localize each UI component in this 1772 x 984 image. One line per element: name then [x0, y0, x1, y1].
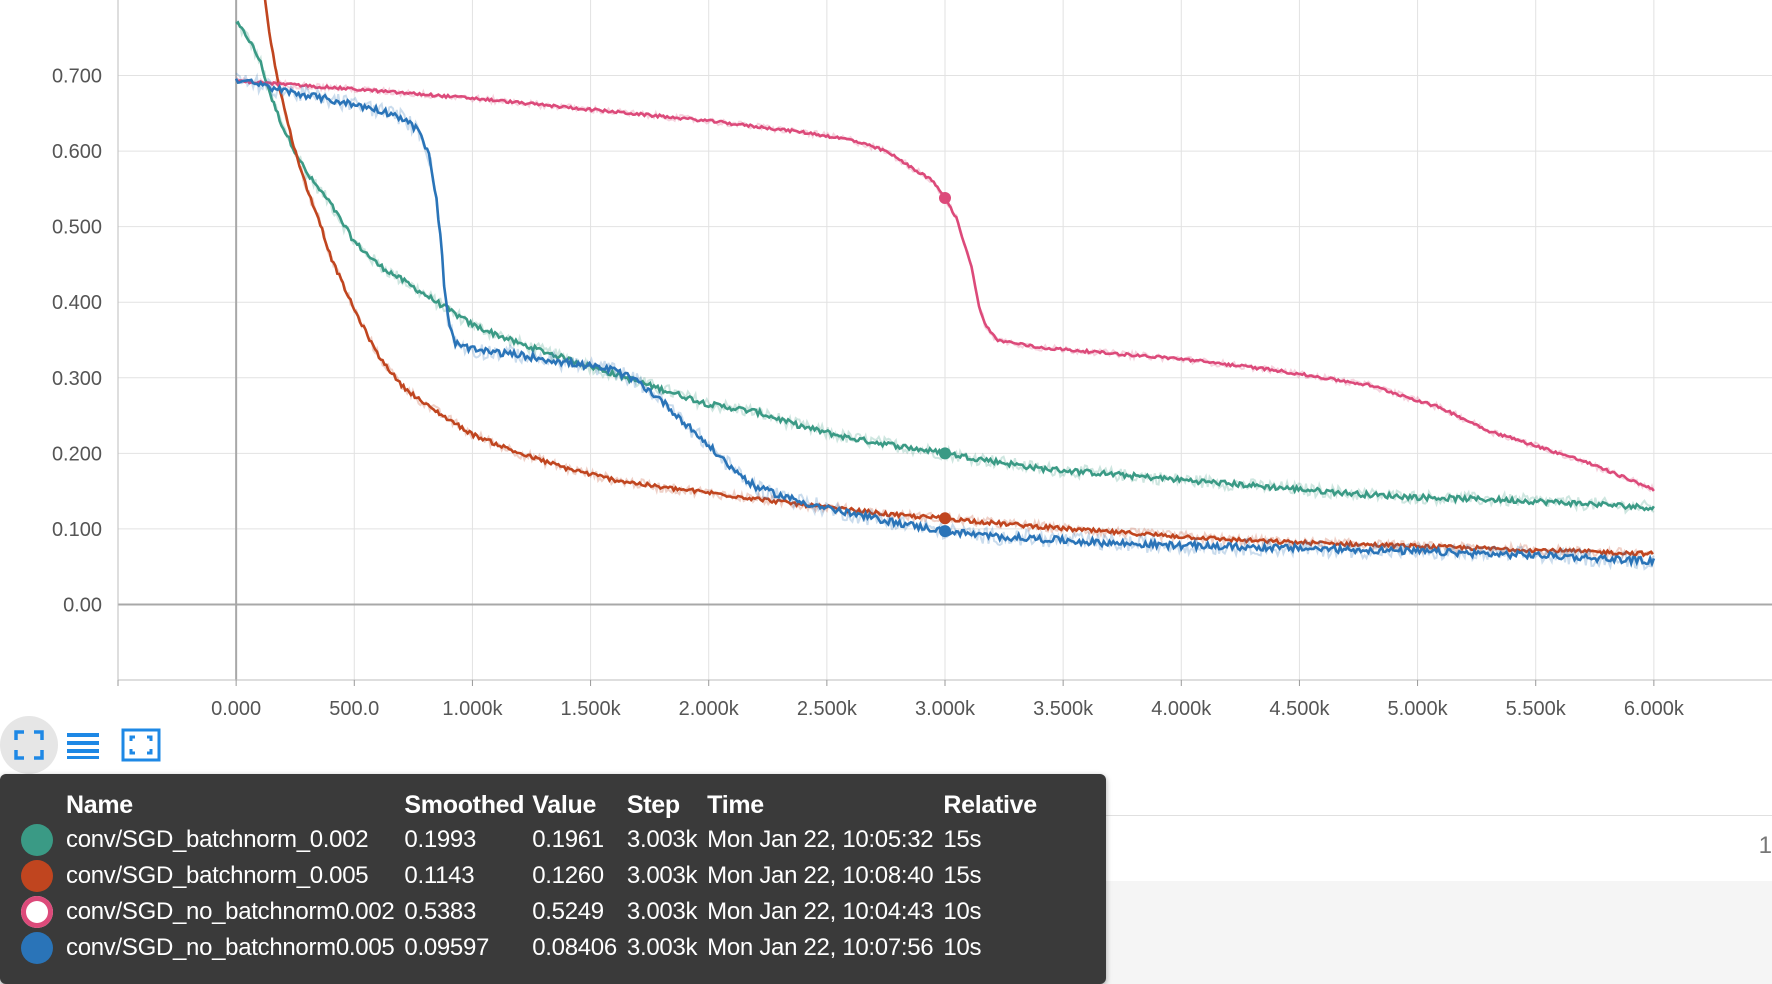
- hover-tooltip: Name Smoothed Value Step Time Relative c…: [0, 774, 1106, 984]
- y-tick-label: 0.400: [52, 292, 102, 314]
- x-tick-label: 5.000k: [1388, 698, 1449, 720]
- header-relative: Relative: [943, 790, 1037, 819]
- chart-area[interactable]: 0.000 500.0 1.000k 1.500k 2.000k 2.500k 3.000k…: [0, 0, 1772, 720]
- hover-point: [939, 512, 951, 525]
- row-time: Mon Jan 22, 10:08:40: [707, 862, 934, 889]
- tooltip-row: conv/SGD_batchnorm_0.002 0.1993 0.1961 3…: [0, 822, 1045, 858]
- x-tick-label: 1.000k: [442, 698, 503, 720]
- y-tick-label: 0.500: [52, 217, 102, 239]
- header-step: Step: [626, 790, 680, 819]
- hover-point: [939, 191, 951, 204]
- row-name: conv/SGD_batchnorm_0.005: [66, 862, 369, 889]
- x-tick-label: 5.500k: [1506, 698, 1567, 720]
- row-smoothed: 0.1993: [404, 826, 477, 853]
- series-raw-line: [235, 72, 1655, 571]
- x-tick-label: 6.000k: [1624, 698, 1685, 720]
- row-value: 0.1260: [532, 862, 604, 889]
- header-value: Value: [532, 790, 597, 819]
- fullscreen-icon: [14, 730, 44, 760]
- chart-toolbar: [0, 716, 200, 782]
- series-swatch-dot: [21, 896, 53, 928]
- series-swatch-cell: [0, 858, 66, 894]
- series-smoothed-line: [263, 0, 1654, 558]
- header-name: Name: [66, 790, 133, 819]
- row-step: 3.003k: [626, 898, 698, 925]
- series-swatch-cell: [0, 930, 66, 966]
- x-tick-label: 2.500k: [797, 698, 858, 720]
- row-step: 3.003k: [626, 862, 698, 889]
- row-relative: 15s: [943, 826, 982, 853]
- hover-point: [939, 525, 951, 538]
- row-value: 0.1961: [532, 826, 604, 853]
- next-card-count: 1: [1758, 832, 1772, 859]
- x-tick-label: 1.500k: [561, 698, 622, 720]
- hover-point: [939, 447, 951, 460]
- tooltip-header-row: Name Smoothed Value Step Time Relative: [0, 788, 1045, 822]
- y-tick-label: 0.700: [52, 66, 102, 88]
- series-swatch-cell: [0, 822, 66, 858]
- row-name: conv/SGD_batchnorm_0.002: [66, 826, 369, 853]
- series-swatch-dot: [21, 824, 53, 856]
- fullscreen-button[interactable]: [0, 716, 58, 774]
- tooltip-table: Name Smoothed Value Step Time Relative c…: [0, 788, 1045, 966]
- header-smoothed: Smoothed: [404, 790, 525, 819]
- y-tick-label: 0.600: [52, 141, 102, 163]
- list-icon: [67, 733, 99, 759]
- series-swatch-dot: [21, 860, 53, 892]
- y-tick-label: 0.200: [52, 443, 102, 465]
- series-swatch-dot: [21, 932, 53, 964]
- x-tick-label: 2.000k: [679, 698, 740, 720]
- row-step: 3.003k: [626, 826, 698, 853]
- x-tick-label: 500.0: [329, 698, 379, 720]
- row-value: 0.08406: [532, 934, 617, 961]
- tooltip-row: conv/SGD_no_batchnorm0.005 0.09597 0.084…: [0, 930, 1045, 966]
- series-swatch-cell: [0, 894, 66, 930]
- row-relative: 15s: [943, 862, 982, 889]
- row-relative: 10s: [943, 934, 982, 961]
- x-tick-label: 4.500k: [1269, 698, 1330, 720]
- x-tick-label: 0.000: [211, 698, 261, 720]
- tooltip-row: conv/SGD_no_batchnorm0.002 0.5383 0.5249…: [0, 894, 1045, 930]
- y-tick-label: 0.00: [63, 594, 102, 616]
- fit-domain-icon: [121, 728, 161, 762]
- row-smoothed: 0.09597: [404, 934, 490, 961]
- x-tick-label: 4.000k: [1151, 698, 1212, 720]
- header-time: Time: [707, 790, 764, 819]
- header-swatch: [0, 788, 66, 822]
- row-step: 3.003k: [626, 934, 698, 961]
- row-time: Mon Jan 22, 10:07:56: [707, 934, 934, 961]
- row-time: Mon Jan 22, 10:04:43: [707, 898, 934, 925]
- fit-domain-button[interactable]: [112, 716, 170, 774]
- row-name: conv/SGD_no_batchnorm0.005: [66, 934, 395, 961]
- y-tick-label: 0.300: [52, 368, 102, 390]
- row-value: 0.5249: [532, 898, 604, 925]
- row-smoothed: 0.5383: [404, 898, 477, 925]
- row-time: Mon Jan 22, 10:05:32: [707, 826, 934, 853]
- row-relative: 10s: [943, 898, 982, 925]
- x-tick-label: 3.500k: [1033, 698, 1094, 720]
- series-raw-line: [264, 0, 1654, 560]
- row-smoothed: 0.1143: [404, 862, 475, 889]
- toggle-log-button[interactable]: [54, 716, 112, 774]
- loss-chart[interactable]: 0.000 500.0 1.000k 1.500k 2.000k 2.500k 3.000k…: [0, 0, 1772, 720]
- y-tick-label: 0.100: [52, 519, 102, 541]
- tooltip-row: conv/SGD_batchnorm_0.005 0.1143 0.1260 3…: [0, 858, 1045, 894]
- row-name: conv/SGD_no_batchnorm0.002: [66, 898, 395, 925]
- x-tick-label: 3.000k: [915, 698, 976, 720]
